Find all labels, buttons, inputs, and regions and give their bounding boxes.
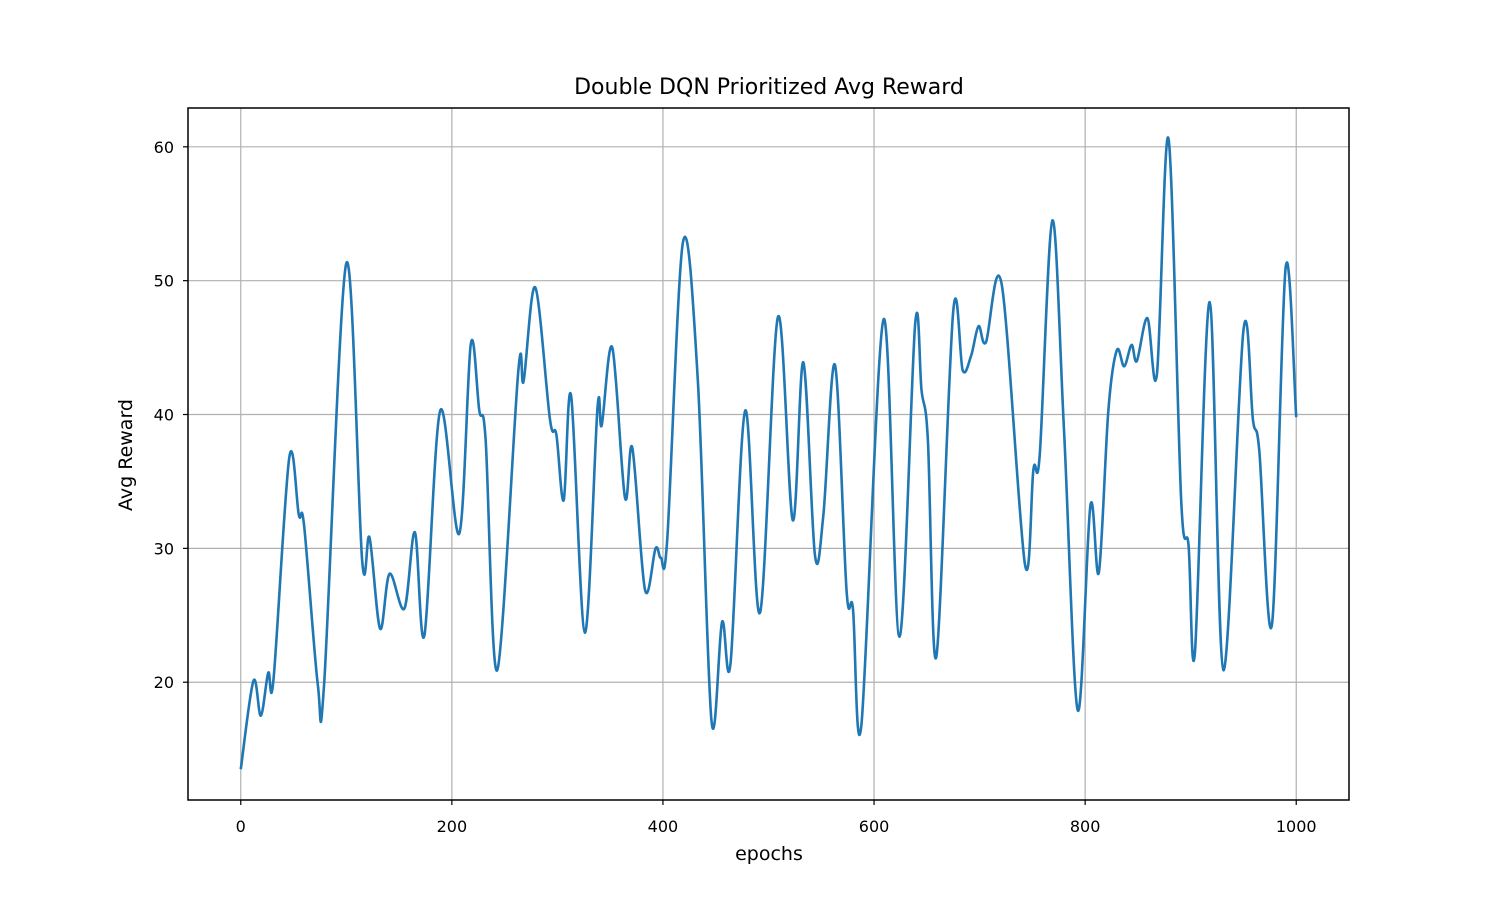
plot-frame: [187, 107, 1350, 801]
chart-title: Double DQN Prioritized Avg Reward: [574, 75, 964, 100]
x-axis-label: epochs: [735, 843, 803, 865]
x-tick-label: 0: [236, 817, 246, 836]
x-tick-label: 200: [437, 817, 468, 836]
x-tick-label: 800: [1070, 817, 1101, 836]
y-axis-label: Avg Reward: [115, 399, 137, 511]
y-tick-label: 60: [154, 138, 174, 157]
x-tick-label: 600: [859, 817, 890, 836]
y-tick-label: 30: [154, 539, 174, 558]
y-tick-label: 50: [154, 272, 174, 291]
y-tick-label: 20: [154, 673, 174, 692]
x-tick-label: 1000: [1276, 817, 1317, 836]
x-tick-label: 400: [648, 817, 679, 836]
data-line: [239, 136, 1298, 770]
y-tick-label: 40: [154, 406, 174, 425]
